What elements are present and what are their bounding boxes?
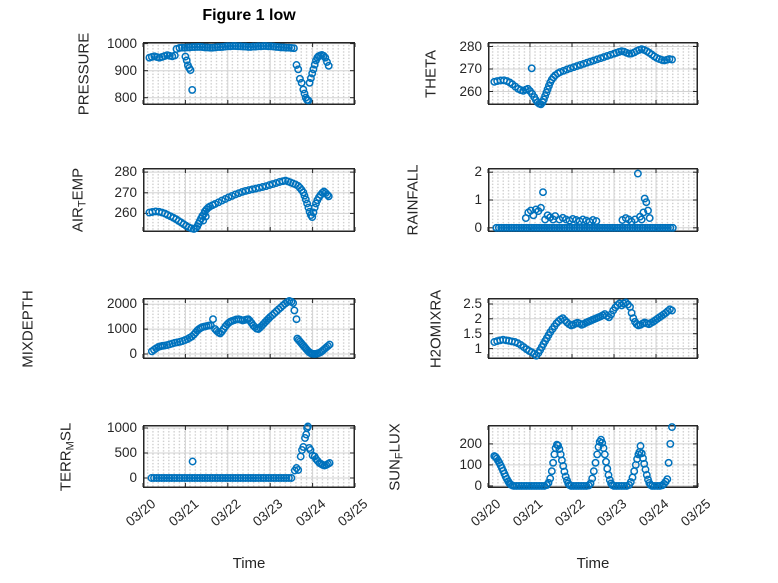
x-tick-label: 03/25 <box>678 496 714 530</box>
y-tick-label: 100 <box>459 456 482 472</box>
x-tick-label: 03/24 <box>636 496 672 530</box>
plot-canvas <box>487 423 699 490</box>
plot-canvas <box>142 168 356 233</box>
plot-canvas <box>487 298 699 360</box>
x-tick-label: 03/24 <box>292 496 329 530</box>
y-tick-label: 280 <box>459 38 482 54</box>
x-axis-label-right: Time <box>576 555 610 572</box>
x-tick-label: 03/20 <box>468 496 504 530</box>
y-tick-label: 0 <box>474 219 482 235</box>
x-tick-label: 03/23 <box>594 496 630 530</box>
y-tick-label: 900 <box>114 62 137 78</box>
subplot-h2omixra: H2OMIXRA 1 1.5 2 2.5 <box>428 289 699 368</box>
x-tick-label: 03/21 <box>510 496 546 530</box>
y-tick-label: 1000 <box>106 35 137 51</box>
subplot-air-temp: AIRTEMP 260 270 280 <box>70 164 356 233</box>
figure-title: Figure 1 low <box>202 7 296 24</box>
subplot-terr-msl: TERRMSL 0 500 1000 03/20 03/21 03/22 03/23 03/2… <box>57 420 371 530</box>
plot-canvas <box>487 42 699 109</box>
y-tick-label: 0 <box>129 470 137 485</box>
x-tick-label: 03/25 <box>335 496 371 530</box>
y-tick-label: 2000 <box>106 296 137 312</box>
x-axis-label-left: Time <box>232 555 266 572</box>
y-tick-label: 500 <box>114 445 137 460</box>
y-tick-label: 2 <box>474 164 482 180</box>
x-tick-label: 03/20 <box>123 496 159 530</box>
plot-canvas <box>487 168 699 232</box>
y-tick-label: 260 <box>459 83 482 99</box>
y-tick-label: 1000 <box>106 321 137 337</box>
y-tick-label: 200 <box>459 435 482 451</box>
subplot-mixdepth: MIXDEPTH 0 1000 2000 <box>20 290 356 367</box>
y-tick-label: 260 <box>114 205 137 221</box>
x-tick-label: 03/22 <box>207 496 244 530</box>
y-tick-label: 2 <box>474 310 482 326</box>
y-tick-label: 280 <box>114 164 137 180</box>
y-tick-label: 2.5 <box>463 295 482 311</box>
y-tick-label: 1 <box>474 192 482 207</box>
plot-canvas <box>142 297 356 359</box>
x-tick-label: 03/22 <box>552 496 588 530</box>
y-tick-label: 800 <box>114 89 137 105</box>
y-tick-label: 1000 <box>106 420 137 435</box>
x-tick-label: 03/21 <box>165 496 202 530</box>
subplot-theta: THETA 260 270 280 <box>423 39 699 109</box>
y-tick-label: 270 <box>459 61 482 76</box>
plot-canvas <box>142 42 356 105</box>
y-tick-label: 0 <box>474 477 482 493</box>
y-tick-label: 1 <box>474 340 482 356</box>
x-tick-label: 03/23 <box>250 496 286 530</box>
subplot-pressure: PRESSURE 800 900 1000 <box>76 32 356 115</box>
y-tick-label: 0 <box>129 346 137 362</box>
y-tick-label: 270 <box>114 184 137 200</box>
plot-canvas <box>142 422 356 488</box>
y-tick-label: 1.5 <box>463 325 482 341</box>
subplot-sun-flux: SUNFLUX 0 100 200 03/20 03/21 03/22 03/23 03/24… <box>386 422 714 530</box>
